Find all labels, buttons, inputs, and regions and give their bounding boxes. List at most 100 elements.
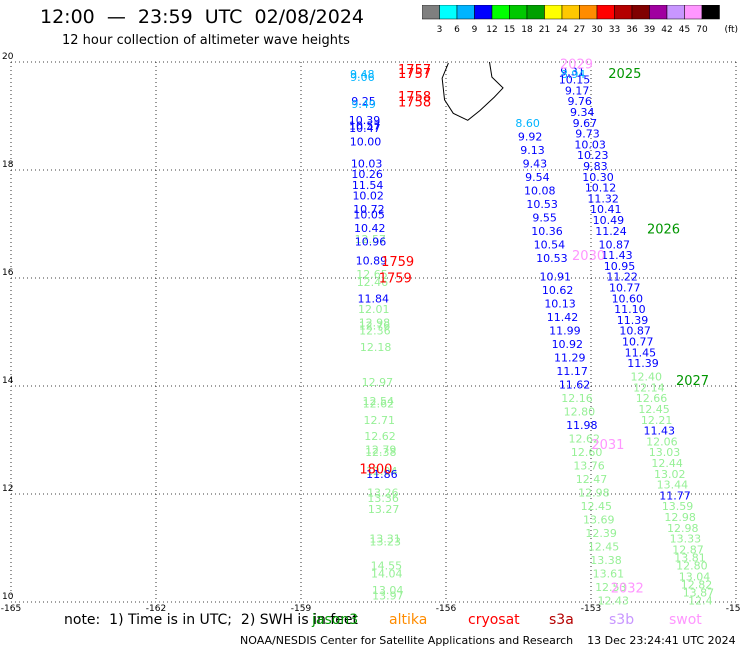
data-point-label: 12.82 — [681, 579, 713, 592]
data-point-label: 10.30 — [582, 171, 614, 184]
scale-tick-label: 70 — [696, 25, 708, 35]
data-point-label: 13.04 — [372, 584, 404, 597]
data-point-label: 10.00 — [350, 136, 382, 149]
time-label: 1759 — [379, 271, 412, 286]
data-point-label: 10.77 — [609, 282, 641, 295]
data-point-label: 12.36 — [359, 325, 391, 338]
data-point-label: 12.43 — [597, 595, 629, 608]
data-point-label: 12.46 — [357, 276, 389, 289]
data-point-label: 13.31 — [369, 533, 401, 546]
data-point-label: 10.49 — [593, 214, 625, 227]
data-point-label: 10.54 — [534, 238, 566, 251]
data-point-label: 12.62 — [568, 433, 600, 446]
scale-tick-label: 30 — [591, 25, 603, 35]
data-point-label: 10.72 — [353, 203, 385, 216]
data-point-label: 13.04 — [679, 570, 711, 583]
data-point-label: 10.15 — [559, 74, 591, 87]
scale-tick-label: 36 — [626, 25, 638, 35]
data-point-label: 13.03 — [649, 446, 681, 459]
data-point-label: 11.45 — [625, 346, 657, 359]
data-point-label: 8.60 — [515, 117, 540, 130]
x-tick-label: -162 — [146, 604, 166, 612]
data-point-label: 11.22 — [606, 271, 638, 284]
data-point-label: 9.48 — [350, 68, 375, 81]
scale-tick-label: 33 — [609, 25, 620, 35]
data-point-label: 10.53 — [526, 198, 558, 211]
time-label: 1759 — [381, 255, 414, 270]
data-point-label: 12.98 — [664, 511, 696, 524]
legend-entry-jason3: jason3 — [312, 612, 359, 628]
time-label: 2026 — [647, 223, 680, 238]
data-point-label: 12.45 — [581, 500, 613, 513]
data-point-label: 10.53 — [536, 252, 568, 265]
x-tick-label: -153 — [581, 604, 601, 612]
data-point-label: 13.23 — [369, 535, 401, 548]
data-point-label: 12.47 — [576, 473, 608, 486]
data-point-label: 11.84 — [357, 292, 389, 305]
data-point-label: 12.40 — [630, 371, 662, 384]
data-point-label: 13.02 — [654, 468, 686, 481]
data-point-label: 10.39 — [349, 114, 381, 127]
data-point-label: 9.17 — [565, 84, 590, 97]
data-point-label: 12.98 — [667, 522, 699, 535]
data-point-label: 13.26 — [367, 487, 399, 500]
data-point-label: 12.79 — [365, 444, 397, 457]
scale-tick-label: 27 — [574, 25, 585, 35]
legend-entry-s3b: s3b — [609, 612, 635, 628]
time-label: 2029 — [560, 57, 593, 72]
data-point-label: 12.06 — [646, 435, 678, 448]
data-point-label: 10.87 — [599, 238, 631, 251]
y-tick-label: 14 — [2, 376, 14, 386]
data-point-label: 13.97 — [372, 589, 404, 602]
time-label: 2027 — [676, 374, 709, 389]
data-point-label: 12.18 — [360, 341, 392, 354]
data-point-label: 10.03 — [574, 138, 606, 151]
y-tick-label: 16 — [2, 268, 14, 278]
coastline — [441, 61, 504, 121]
data-point-label: 12.53 — [595, 581, 627, 594]
data-point-label: 13.76 — [573, 460, 605, 473]
credit-line: NOAA/NESDIS Center for Satellite Applica… — [240, 634, 736, 647]
data-point-label: 12.71 — [363, 414, 395, 427]
data-point-label: 11.39 — [617, 314, 649, 327]
scale-tick-label: 15 — [504, 25, 515, 35]
data-point-label: 12.21 — [641, 414, 673, 427]
y-tick-label: 20 — [2, 52, 14, 62]
color-scale: 3 6 9 12 15 18 21 24 27 30 33 36 39 42 45 70 (ft) — [422, 5, 738, 35]
data-point-label: 10.62 — [542, 284, 574, 297]
data-point-label: 12.54 — [363, 395, 395, 408]
data-point-label: 11.24 — [595, 225, 627, 238]
data-point-label: 14.04 — [371, 568, 403, 581]
data-point-label: 12.65 — [356, 268, 388, 281]
data-point-label: 12.60 — [571, 446, 603, 459]
y-tick-label: 12 — [2, 484, 13, 494]
data-point-label: 9.54 — [525, 171, 550, 184]
data-point-label: 11.10 — [614, 303, 646, 316]
data-point-label: 10.42 — [354, 222, 386, 235]
scale-tick-label: 39 — [644, 25, 656, 35]
legend-entry-cryosat: cryosat — [468, 612, 520, 628]
data-point-label: 11.17 — [556, 365, 588, 378]
data-point-label: 10.08 — [524, 184, 556, 197]
y-tick-label: 18 — [2, 160, 14, 170]
scale-tick-label: 9 — [472, 25, 478, 35]
data-point-label: 12.87 — [672, 543, 704, 556]
data-point-label: 12.01 — [358, 303, 390, 316]
data-point-label: 13.38 — [590, 554, 622, 567]
data-point-label: 10.87 — [619, 325, 651, 338]
data-point-label: 11.42 — [547, 311, 579, 324]
scale-tick-label: 24 — [556, 25, 568, 35]
data-point-label: 13.27 — [368, 503, 400, 516]
data-point-label: 13.44 — [657, 479, 689, 492]
data-point-label: 11.43 — [601, 249, 633, 262]
data-point-label: 11.77 — [659, 489, 691, 502]
data-point-label: 12.04 — [366, 465, 398, 478]
x-tick-label: -156 — [436, 604, 457, 612]
data-point-label: 10.96 — [355, 236, 387, 249]
time-label: 1757 — [398, 63, 431, 78]
data-point-label: 10.12 — [585, 182, 617, 195]
page-title: 12:00 — 23:59 UTC 02/08/2024 — [40, 6, 365, 28]
data-point-label: 13.36 — [367, 492, 399, 505]
scale-tick-label: 3 — [437, 25, 443, 35]
footer-note: note: 1) Time is in UTC; 2) SWH is in fe… — [64, 612, 358, 628]
